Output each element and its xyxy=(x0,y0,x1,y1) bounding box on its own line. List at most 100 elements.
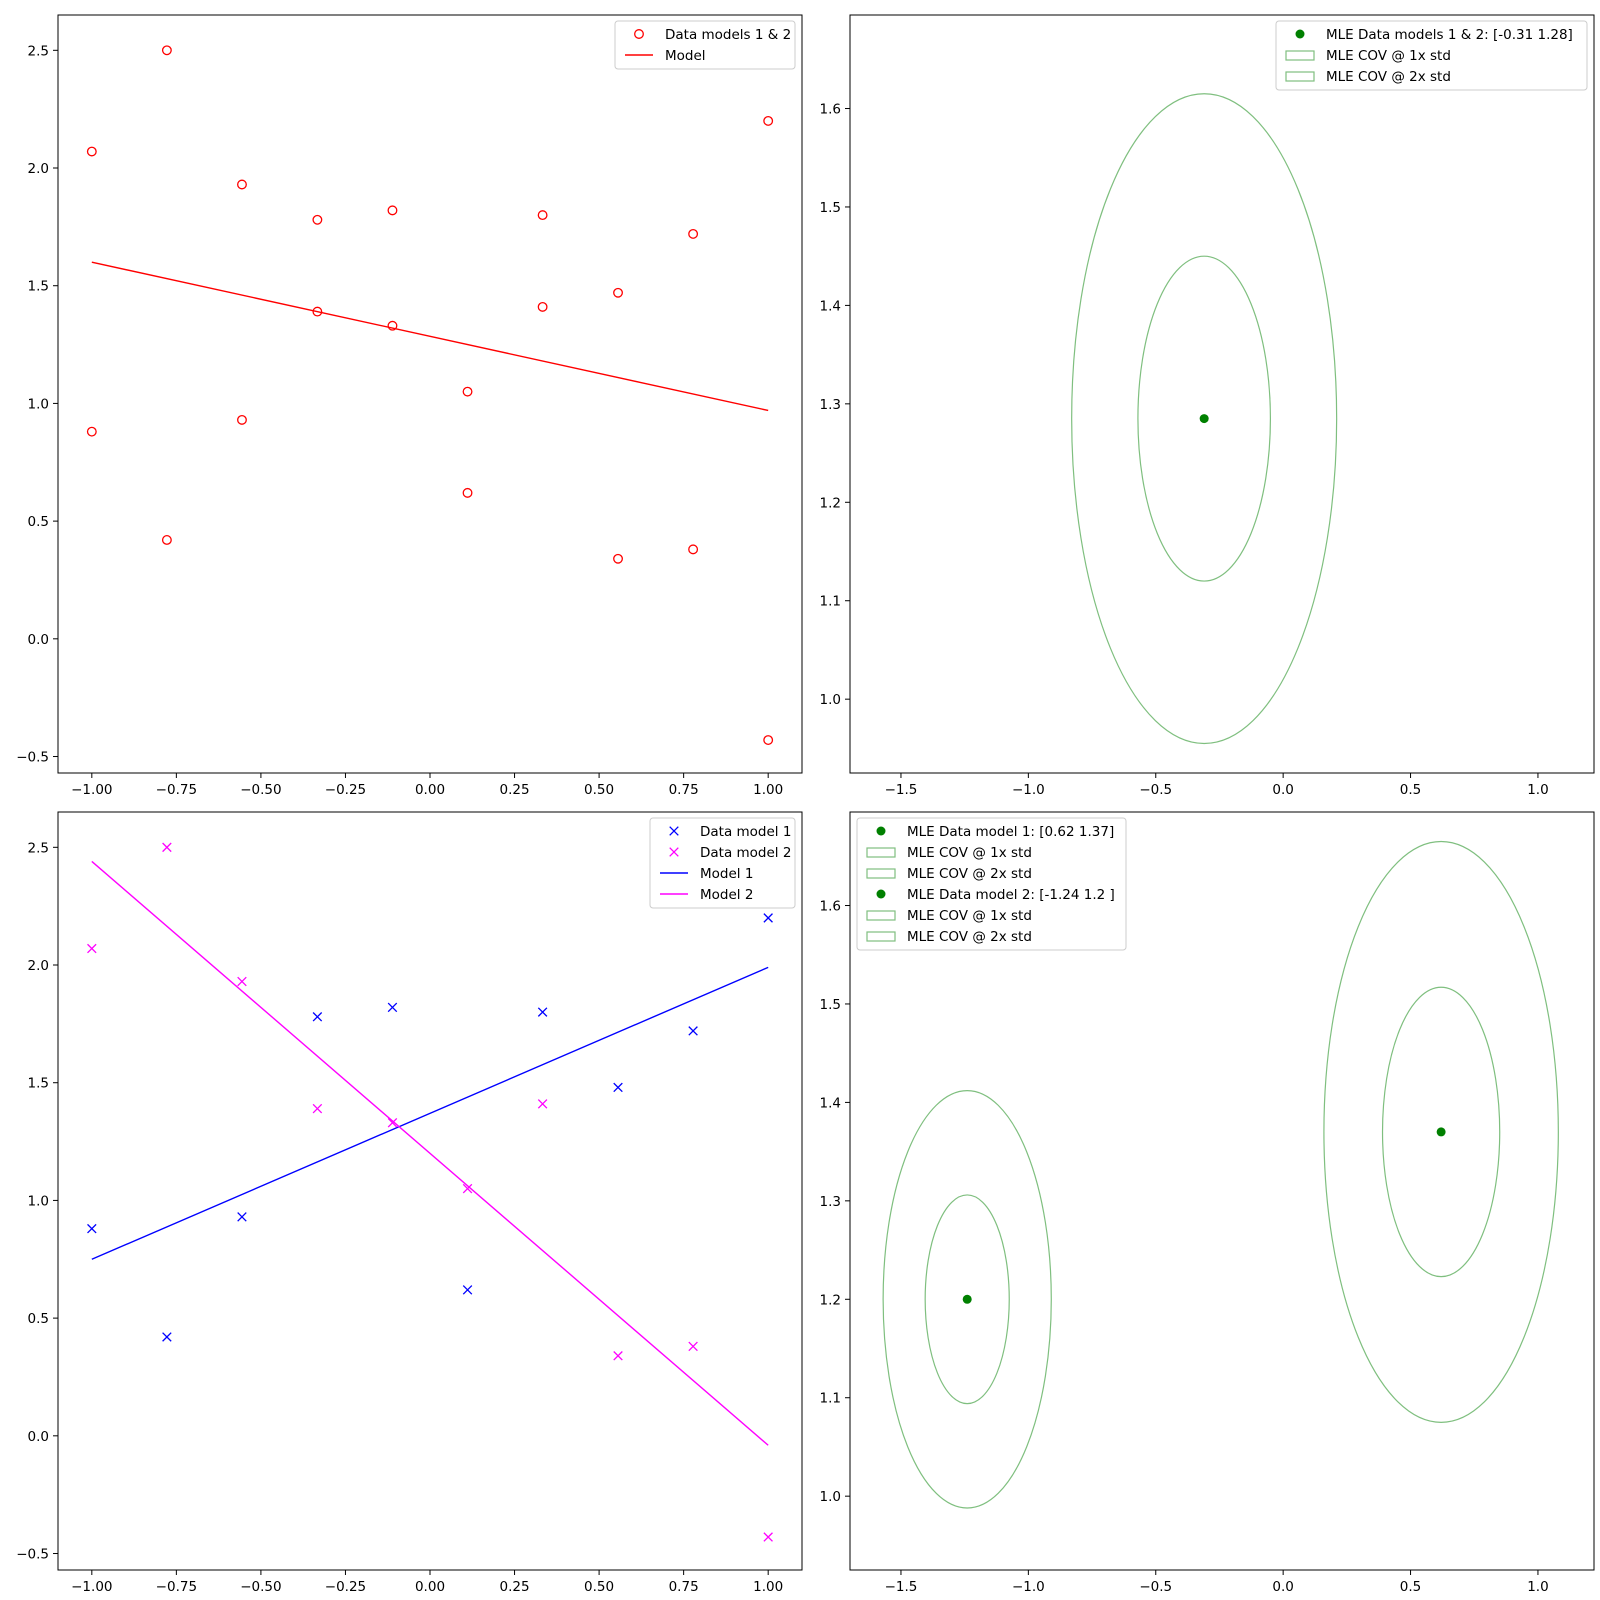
axes-frame xyxy=(849,811,1595,1571)
y-tick-label: 2.5 xyxy=(28,840,49,856)
x-tick-label: −1.5 xyxy=(885,1579,918,1595)
data-point xyxy=(763,913,773,923)
data-point xyxy=(237,414,247,425)
panel-3: −1.00 −0.75 −0.50 −0.25 0.00 0.25 0.50 0.75 1.00… xyxy=(16,811,803,1595)
x-tick-label: 0.50 xyxy=(584,1579,614,1595)
legend: Data model 1 Data model 2 Model 1 Model 2 xyxy=(649,817,796,909)
y-tick-label: −0.5 xyxy=(16,1547,49,1563)
legend-handle xyxy=(876,889,886,899)
y-tick-label: 1.5 xyxy=(28,1076,49,1092)
x-tick-label: 1.00 xyxy=(753,1579,783,1595)
legend-frame xyxy=(649,817,796,909)
data-point xyxy=(763,115,774,126)
data-point xyxy=(462,487,473,498)
legend-label: MLE COV @ 1x std xyxy=(1326,48,1451,64)
x-tick-label: −0.75 xyxy=(156,782,197,798)
x-tick-label: −1.0 xyxy=(1012,1579,1045,1595)
legend-label: Data models 1 & 2 xyxy=(665,27,791,43)
legend-label: MLE COV @ 1x std xyxy=(907,908,1032,924)
legend-frame xyxy=(856,817,1127,951)
data-point xyxy=(162,1332,172,1342)
data-point xyxy=(312,214,323,225)
legend: MLE Data model 1: [0.62 1.37] MLE COV @ 1… xyxy=(856,817,1127,951)
x-tick-label: 0.75 xyxy=(669,782,699,798)
legend-label: MLE COV @ 2x std xyxy=(907,929,1032,945)
data-point xyxy=(763,735,774,745)
legend-label: MLE COV @ 2x std xyxy=(1326,69,1451,85)
legend-label: Data model 1 xyxy=(700,824,791,840)
x-tick-label: 1.0 xyxy=(1527,1579,1548,1595)
y-tick-label: 1.2 xyxy=(820,495,841,511)
x-tick-label: −0.50 xyxy=(240,1579,281,1595)
data-point xyxy=(161,45,172,56)
data-point xyxy=(763,1532,773,1542)
legend-label: MLE COV @ 1x std xyxy=(907,845,1032,861)
legend-handle xyxy=(1285,50,1315,61)
legend-label: MLE Data model 2: [-1.24 1.2 ] xyxy=(907,887,1115,903)
y-tick-label: 1.0 xyxy=(28,396,49,412)
x-tick-label: 0.5 xyxy=(1400,1579,1421,1595)
y-tick-label: 1.3 xyxy=(820,397,841,413)
data-point xyxy=(387,320,398,331)
mle-point xyxy=(1199,414,1209,424)
data-point xyxy=(537,1007,548,1017)
panel-4: −1.5 −1.0 −0.5 0.0 0.5 1.0 1.0 1.1 1.2 1.3 1.4 1.5 1… xyxy=(820,811,1595,1595)
x-tick-label: 0.25 xyxy=(500,782,530,798)
legend-handle xyxy=(866,868,896,879)
legend-handle xyxy=(866,847,896,858)
axes-frame xyxy=(57,811,803,1571)
plot-area xyxy=(87,842,773,1542)
y-tick-label: 0.0 xyxy=(28,1429,49,1445)
data-point xyxy=(613,1351,623,1361)
legend-handle xyxy=(866,910,896,921)
x-tick-label: 0.0 xyxy=(1272,782,1293,798)
x-tick-label: 0.0 xyxy=(1272,1579,1293,1595)
data-point xyxy=(387,205,398,216)
data-point xyxy=(387,1117,398,1128)
legend-handle xyxy=(1295,29,1305,39)
x-tick-label: −0.5 xyxy=(1139,1579,1172,1595)
y-tick-label: 0.5 xyxy=(28,1311,49,1327)
legend-handle xyxy=(669,847,679,857)
x-tick-label: −1.00 xyxy=(71,1579,112,1595)
data-point xyxy=(87,943,97,954)
y-tick-label: 1.5 xyxy=(820,997,841,1013)
x-tick-label: 0.25 xyxy=(500,1579,530,1595)
x-tick-label: 0.75 xyxy=(669,1579,699,1595)
plot-area xyxy=(86,45,774,745)
data-point xyxy=(613,287,623,298)
x-tick-label: −1.0 xyxy=(1012,782,1045,798)
data-point xyxy=(237,179,247,190)
model-line xyxy=(91,860,769,1446)
y-tick-label: 1.0 xyxy=(28,1193,49,1209)
data-point xyxy=(537,210,548,221)
y-tick-label: −0.5 xyxy=(16,750,49,766)
y-tick-label: 1.0 xyxy=(820,692,841,708)
x-tick-label: −0.25 xyxy=(325,1579,366,1595)
data-point xyxy=(613,553,623,564)
x-tick-label: 0.50 xyxy=(584,782,614,798)
data-point xyxy=(237,976,247,987)
plot-area xyxy=(1071,93,1338,745)
covariance-ellipse xyxy=(924,1194,1010,1405)
legend-handle xyxy=(634,29,644,39)
legend-label: MLE Data models 1 & 2: [-0.31 1.28] xyxy=(1326,27,1573,43)
panel-1: −1.00 −0.75 −0.50 −0.25 0.00 0.25 0.50 0.75 1.00… xyxy=(16,14,803,798)
legend: Data models 1 & 2 Model xyxy=(614,20,796,70)
plot-area xyxy=(882,840,1559,1509)
data-point xyxy=(613,1082,623,1093)
y-tick-label: 0.5 xyxy=(28,514,49,530)
x-tick-label: −1.00 xyxy=(71,782,112,798)
legend: MLE Data models 1 & 2: [-0.31 1.28] MLE C… xyxy=(1275,20,1588,91)
data-point xyxy=(237,1212,247,1222)
covariance-ellipse xyxy=(1323,840,1559,1423)
data-point xyxy=(312,1012,323,1022)
legend-handle xyxy=(669,826,679,836)
legend-label: MLE Data model 1: [0.62 1.37] xyxy=(907,824,1114,840)
y-tick-label: 1.6 xyxy=(820,899,841,915)
data-point xyxy=(688,228,699,239)
legend-label: MLE COV @ 2x std xyxy=(907,866,1032,882)
data-point xyxy=(462,386,473,397)
y-tick-label: 1.3 xyxy=(820,1194,841,1210)
